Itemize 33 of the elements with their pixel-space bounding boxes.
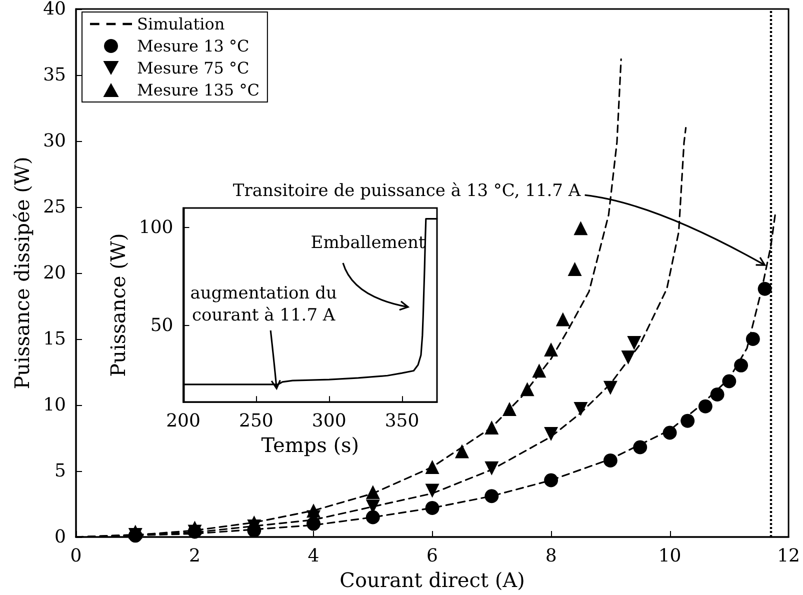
- x-axis-title: Courant direct (A): [340, 568, 525, 592]
- y-tick-label: 100: [138, 217, 174, 238]
- annotation: augmentation du courant à 11.7 A: [190, 283, 338, 326]
- y-axis-title: Puissance dissipée (W): [10, 156, 34, 390]
- y-tick-label: 15: [43, 328, 66, 350]
- y-tick-label: 40: [43, 0, 66, 20]
- annotation: Transitoire de puissance à 13 °C, 11.7 A: [232, 181, 582, 202]
- x-tick-label: 350: [384, 410, 420, 432]
- x-tick-label: 8: [545, 546, 557, 566]
- y-tick-label: 20: [43, 262, 66, 284]
- legend-label: Mesure 75 °C: [137, 58, 250, 78]
- x-tick-label: 250: [238, 410, 274, 432]
- annotation: Emballement: [310, 233, 426, 253]
- x-tick-label: 6: [426, 546, 438, 566]
- y-tick-label: 35: [43, 64, 66, 86]
- x-tick-label: 10: [658, 546, 682, 566]
- x-tick-label: 0: [70, 546, 82, 566]
- y-tick-label: 0: [54, 526, 66, 548]
- legend-label: Mesure 13 °C: [137, 36, 250, 56]
- x-axis-title: Temps (s): [261, 433, 360, 457]
- y-tick-label: 5: [54, 460, 66, 482]
- x-tick-label: 2: [189, 546, 200, 566]
- y-tick-label: 30: [43, 130, 66, 152]
- x-tick-label: 200: [166, 410, 200, 432]
- y-tick-label: 50: [150, 315, 174, 336]
- y-axis-title: Puissance (W): [106, 233, 130, 377]
- x-tick-label: 12: [777, 546, 800, 566]
- y-tick-label: 10: [43, 394, 66, 416]
- y-tick-label: 25: [43, 196, 66, 218]
- x-tick-label: 300: [312, 410, 346, 432]
- legend-label: Simulation: [137, 14, 225, 34]
- legend-label: Mesure 135 °C: [137, 80, 260, 100]
- x-tick-label: 4: [308, 546, 320, 566]
